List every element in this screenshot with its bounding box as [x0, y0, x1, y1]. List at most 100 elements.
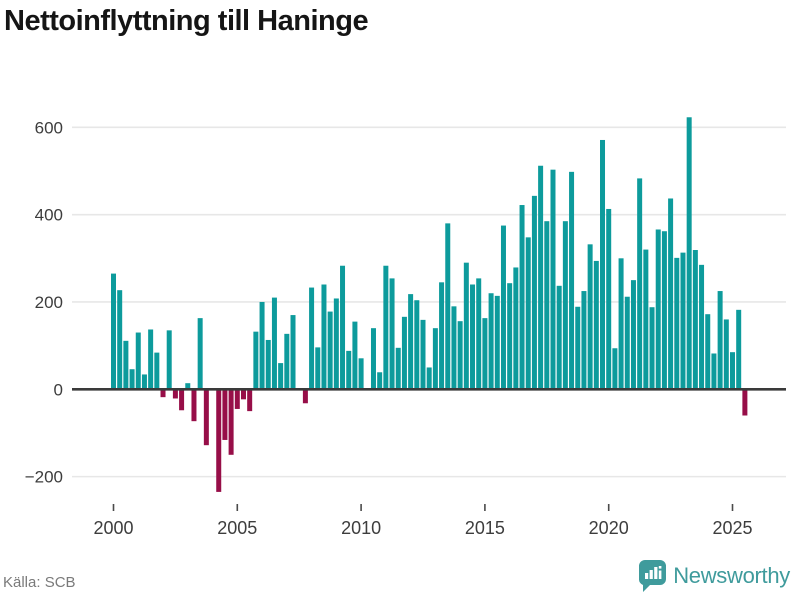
bar-2017Q1 — [531, 195, 537, 390]
bar-2014Q3 — [470, 284, 476, 390]
bar-2006Q3 — [271, 297, 277, 390]
bar-2021Q2 — [637, 178, 643, 390]
bar-2008Q3 — [321, 284, 327, 390]
bar-2015Q3 — [494, 295, 500, 390]
x-tick-label-2015: 2015 — [465, 518, 505, 538]
bar-2001Q4 — [154, 352, 160, 390]
bar-2009Q2 — [340, 265, 346, 390]
bar-2002Q4 — [179, 389, 185, 411]
bar-2018Q2 — [562, 221, 568, 390]
bar-2013Q3 — [445, 223, 451, 390]
bar-2006Q2 — [265, 339, 271, 390]
bar-2021Q4 — [649, 307, 655, 390]
brand-footer: Newsworthy — [639, 560, 790, 592]
bar-2024Q4 — [723, 319, 729, 390]
source-note: Källa: SCB — [3, 574, 76, 591]
logo-exclamation — [658, 570, 662, 579]
bar-2011Q3 — [395, 347, 401, 390]
bar-2015Q1 — [482, 318, 488, 390]
bar-2001Q2 — [141, 374, 147, 390]
bar-2002Q2 — [166, 330, 172, 390]
bar-2022Q4 — [674, 257, 680, 390]
x-tick-label-2010: 2010 — [341, 518, 381, 538]
x-tick-label-2020: 2020 — [589, 518, 629, 538]
bar-2010Q3 — [370, 328, 376, 390]
bar-2020Q1 — [606, 208, 612, 390]
bar-2005Q2 — [240, 389, 246, 400]
x-tick-label-2005: 2005 — [217, 518, 257, 538]
bar-2012Q4 — [426, 367, 432, 390]
bar-2019Q1 — [581, 291, 587, 390]
bar-2009Q1 — [333, 298, 339, 390]
bar-2004Q4 — [228, 389, 234, 455]
y-tick-label-0: 0 — [54, 380, 63, 399]
logo-bar-small — [645, 573, 649, 579]
bar-2025Q2 — [736, 309, 742, 390]
bar-2018Q3 — [569, 171, 575, 390]
bar-2001Q3 — [148, 329, 154, 390]
bar-2016Q4 — [525, 237, 531, 390]
bar-2004Q3 — [222, 389, 228, 440]
bar-2007Q4 — [302, 389, 308, 404]
bar-2005Q1 — [234, 389, 240, 409]
bar-2012Q2 — [414, 300, 420, 390]
bar-2011Q4 — [401, 316, 407, 390]
bar-2011Q1 — [383, 265, 389, 390]
bar-2015Q2 — [488, 293, 494, 390]
x-tick-label-2025: 2025 — [712, 518, 752, 538]
bar-2012Q1 — [408, 294, 414, 390]
bar-2002Q1 — [160, 389, 166, 398]
bar-2013Q4 — [451, 306, 457, 390]
bar-2017Q4 — [550, 169, 556, 390]
y-tick-label-400: 400 — [35, 206, 63, 225]
bar-2021Q3 — [643, 249, 649, 390]
bar-2016Q3 — [519, 205, 525, 390]
bar-2025Q1 — [730, 352, 735, 390]
bar-2020Q2 — [612, 348, 618, 390]
bar-2022Q3 — [668, 198, 674, 390]
bar-2014Q1 — [457, 321, 463, 390]
bar-2015Q4 — [500, 225, 506, 390]
bar-2000Q2 — [117, 290, 123, 390]
bar-2017Q2 — [538, 165, 544, 390]
bar-2007Q1 — [284, 333, 290, 390]
bar-2010Q1 — [358, 358, 364, 390]
bar-2006Q1 — [259, 301, 265, 390]
bar-2008Q4 — [327, 311, 333, 390]
bar-2025Q3 — [742, 389, 748, 416]
bar-2006Q4 — [278, 363, 284, 390]
bar-2001Q1 — [135, 332, 141, 390]
bar-2022Q1 — [655, 229, 661, 390]
bar-2008Q1 — [309, 287, 315, 390]
x-tick-label-2000: 2000 — [93, 518, 133, 538]
bar-2008Q2 — [315, 347, 321, 390]
bar-2016Q1 — [507, 283, 513, 390]
y-tick-label-600: 600 — [35, 118, 63, 137]
y-tick-label--200: −200 — [25, 468, 63, 487]
bar-2014Q2 — [463, 262, 469, 390]
bar-2024Q3 — [717, 291, 723, 390]
logo-bar-medium — [649, 570, 653, 579]
bar-2004Q2 — [216, 389, 222, 492]
bar-2009Q3 — [346, 350, 352, 390]
bar-2000Q4 — [129, 369, 135, 390]
bar-2000Q1 — [111, 273, 116, 390]
bar-2022Q2 — [661, 231, 667, 390]
bar-2017Q3 — [544, 221, 550, 390]
chart-title: Nettoinflyttning till Haninge — [4, 5, 369, 37]
bar-2023Q2 — [686, 117, 692, 390]
bar-2019Q4 — [600, 139, 606, 390]
bar-2007Q2 — [290, 315, 296, 390]
bar-2023Q1 — [680, 252, 686, 390]
bar-2020Q4 — [624, 296, 630, 390]
bar-2019Q2 — [587, 244, 593, 390]
bar-2005Q3 — [247, 389, 253, 412]
bar-2003Q2 — [191, 389, 197, 422]
y-tick-label-200: 200 — [35, 293, 63, 312]
logo-bar-tall — [654, 567, 658, 579]
bar-2024Q2 — [711, 353, 717, 390]
bar-2010Q4 — [377, 372, 383, 390]
bar-2002Q3 — [172, 389, 178, 399]
bar-2003Q3 — [197, 318, 203, 390]
